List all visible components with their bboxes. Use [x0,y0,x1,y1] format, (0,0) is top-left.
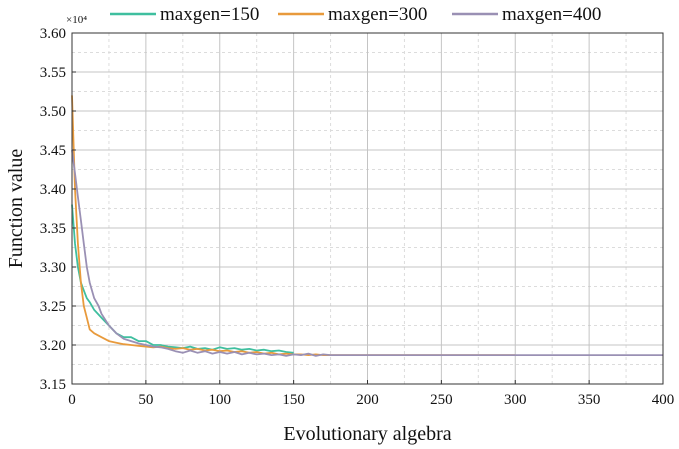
x-tick-label: 100 [209,392,232,408]
series-line [71,149,663,357]
y-tick-label: 3.25 [40,299,66,315]
x-tick-label: 350 [578,392,601,408]
legend-label: maxgen=300 [328,4,427,25]
y-tick-label: 3.20 [40,338,66,354]
legend-label: maxgen=150 [160,4,259,25]
axis-ticks: 0 50 100 150 200 250 300 350 400 3.15 3.20 3.25 3.30… [40,26,675,408]
x-tick-label: 200 [356,392,379,408]
y-tick-label: 3.60 [40,26,66,42]
y-tick-label: 3.50 [40,104,66,120]
x-tick-label: 150 [282,392,305,408]
y-tick-label: 3.40 [40,182,66,198]
x-tick-label: 250 [430,392,453,408]
y-tick-label: 3.35 [40,221,66,237]
y-tick-label: 3.55 [40,65,66,81]
y-tick-label: 3.30 [40,260,66,276]
y-tick-label: 3.15 [40,377,66,393]
y-axis-label: Function value [5,149,27,269]
x-tick-label: 0 [68,392,76,408]
x-tick-label: 50 [138,392,153,408]
series-line [71,204,294,354]
legend-label: maxgen=400 [502,4,601,25]
legend: maxgen=150 maxgen=300 maxgen=400 [110,4,601,25]
x-tick-label: 400 [652,392,675,408]
y-tick-label: 3.45 [40,143,66,159]
x-tick-label: 300 [504,392,527,408]
x-axis-label: Evolutionary algebra [283,423,451,445]
series-line [71,95,516,356]
series-lines [71,95,663,357]
y-multiplier-label: ×10⁴ [66,14,87,26]
